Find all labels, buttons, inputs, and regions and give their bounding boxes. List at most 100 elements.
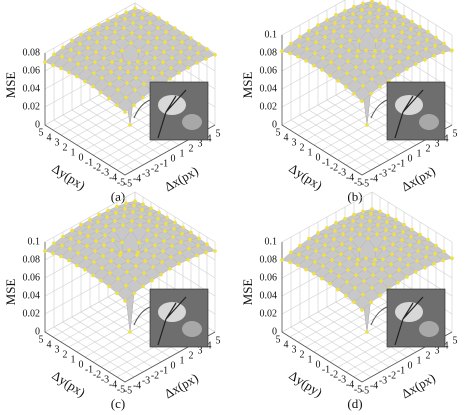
x-tick-label: 5 [453, 335, 458, 346]
surface-point [409, 27, 413, 31]
surface-point [141, 284, 145, 289]
surface-point [115, 103, 119, 107]
photo-detail [394, 296, 424, 346]
surface-point [87, 225, 91, 229]
surface-point [320, 68, 324, 72]
surface-point [357, 39, 361, 43]
surface-point [181, 31, 185, 35]
surface-point [150, 278, 154, 283]
surface-point [67, 258, 71, 263]
surface-point [312, 271, 316, 276]
z-tick-label: 0.1 [265, 236, 278, 247]
x-tick-label: -2 [388, 163, 396, 174]
axis-line [281, 35, 453, 176]
panel-label: (b) [347, 189, 362, 204]
surface-point [344, 293, 348, 298]
surface-point [155, 224, 159, 228]
surface-point [141, 8, 145, 13]
surface-point [70, 228, 74, 233]
surface-point [68, 247, 72, 251]
surface-point [365, 330, 369, 334]
surface-point [168, 77, 172, 81]
surface-point [195, 253, 199, 258]
surface-point [125, 81, 129, 85]
surface-point [370, 0, 374, 3]
surface-point [110, 60, 114, 64]
surface-point [135, 66, 139, 70]
surface-point [383, 28, 387, 33]
surface-point [441, 50, 445, 55]
surface-point [145, 51, 149, 55]
surface-point [164, 222, 168, 226]
surface-point [109, 70, 113, 74]
surface-point [367, 227, 371, 231]
surface-point [148, 212, 152, 216]
surface-point [118, 253, 122, 257]
panel-label: (a) [111, 189, 125, 204]
z-tick-label: 0.04 [23, 83, 41, 94]
surface-point [97, 212, 101, 217]
y-tick-label: 1 [308, 147, 313, 158]
surface-point [173, 26, 177, 30]
surface-point [120, 240, 124, 245]
surface-point [432, 54, 436, 58]
z-tick-label: 0.1 [265, 29, 278, 40]
surface-point [409, 235, 413, 239]
photo-detail [157, 296, 187, 346]
z-tick-label: 0.06 [23, 65, 41, 76]
surface-point [322, 45, 326, 49]
x-tick-label: 1 [180, 355, 185, 366]
y-axis-label: Δy(px) [49, 160, 88, 192]
surface-point [378, 293, 382, 298]
surface-point [353, 286, 357, 290]
surface-point [432, 261, 436, 266]
surface-point [374, 39, 378, 43]
surface-point [79, 33, 83, 37]
surface-point [358, 24, 362, 29]
pointer-arrow [133, 99, 151, 119]
surface-point [152, 66, 156, 70]
y-tick-label: -2 [93, 369, 101, 380]
photo-detail [419, 114, 439, 130]
surface-point [377, 216, 381, 220]
surface-point [349, 237, 353, 241]
surface-point [333, 229, 337, 233]
surface-point [140, 207, 144, 212]
surface-point [417, 240, 421, 244]
surface-point [177, 262, 181, 266]
surface-point [126, 70, 130, 74]
surface-point [346, 59, 350, 64]
surface-point [197, 236, 201, 241]
surface-point [361, 84, 365, 88]
x-tick-label: -2 [151, 370, 159, 381]
y-tick-label: 4 [284, 339, 289, 350]
surface-point [177, 71, 181, 75]
surface-point [343, 9, 347, 13]
y-tick-label: 5 [276, 127, 281, 138]
surface-point [339, 252, 343, 256]
surface-point [367, 19, 371, 24]
surface-point [338, 54, 342, 59]
surface-point [345, 71, 349, 75]
y-tick-label: 2 [63, 349, 68, 360]
surface-point [371, 65, 375, 69]
surface-point [399, 39, 403, 44]
surface-point [97, 23, 101, 27]
surface-point [433, 251, 437, 256]
surface-point [401, 22, 405, 26]
photo-detail [394, 89, 424, 139]
surface-point [418, 24, 422, 29]
surface-point [205, 242, 209, 246]
surface-point [388, 274, 392, 278]
surface-point [345, 280, 349, 284]
surface-point [204, 57, 208, 61]
surface-point [51, 251, 55, 256]
surface-point [353, 77, 357, 81]
surface-point [338, 262, 342, 266]
surface-point [407, 253, 411, 257]
x-tick-label: -2 [388, 370, 396, 381]
surface-point [189, 230, 193, 235]
surface-point [392, 24, 396, 29]
surface-point [83, 79, 87, 84]
subplot: 00.020.040.060.080.1-5 -4 -3 -2 -1 0 1 2 3 4 5-5-4… [240, 0, 458, 204]
